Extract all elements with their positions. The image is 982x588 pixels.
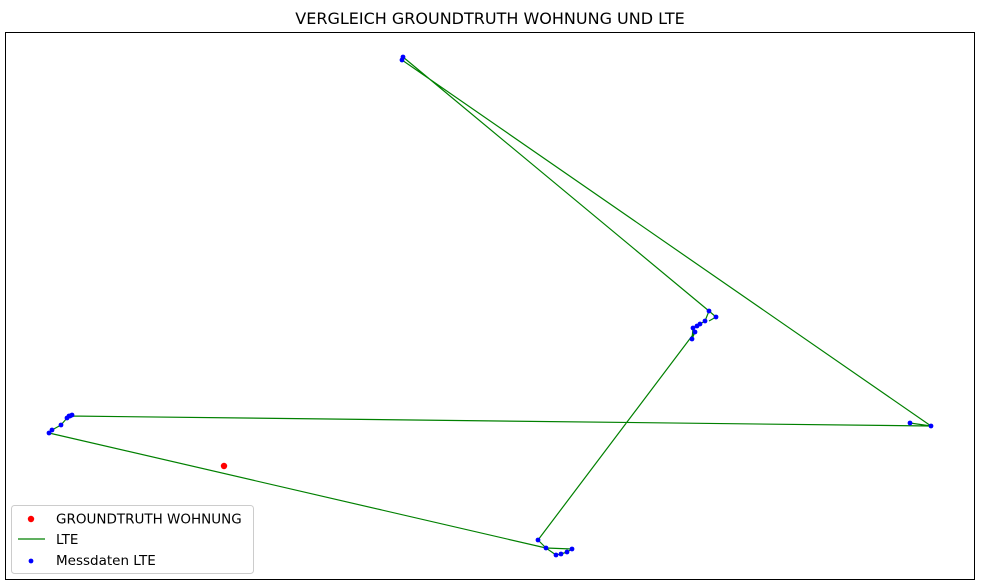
messdaten-point: [58, 422, 64, 428]
legend-label-messdaten: Messdaten LTE: [56, 553, 156, 569]
messdaten-point: [690, 325, 696, 331]
messdaten-point: [692, 329, 698, 335]
messdaten-point: [558, 551, 564, 557]
messdaten-point: [46, 430, 52, 436]
messdaten-point: [543, 545, 549, 551]
messdaten-point: [694, 323, 700, 329]
legend-label-groundtruth: GROUNDTRUTH WOHNUNG: [56, 512, 242, 528]
messdaten-point: [564, 549, 570, 555]
messdaten-point: [702, 318, 708, 324]
messdaten-point: [569, 546, 575, 552]
legend-box: [11, 505, 254, 574]
plot-layer: [46, 54, 934, 558]
messdaten-point: [535, 537, 541, 543]
legend-label-lte: LTE: [56, 532, 78, 548]
messdaten-point: [706, 308, 712, 314]
messdaten-point: [66, 413, 72, 419]
legend: GROUNDTRUTH WOHNUNG LTE Messdaten LTE: [11, 505, 254, 574]
messdaten-point: [928, 423, 934, 429]
messdaten-point: [907, 420, 913, 426]
messdaten-point: [553, 552, 559, 558]
legend-marker-messdaten: [28, 558, 34, 564]
messdaten-point: [689, 336, 695, 342]
legend-marker-groundtruth: [27, 515, 35, 523]
chart-title: VERGLEICH GROUNDTRUTH WOHNUNG UND LTE: [295, 9, 684, 28]
plot-area: [5, 32, 975, 580]
groundtruth-point: [220, 462, 228, 470]
messdaten-point: [400, 54, 406, 60]
messdaten-point: [49, 427, 55, 433]
messdaten-point: [713, 314, 719, 320]
